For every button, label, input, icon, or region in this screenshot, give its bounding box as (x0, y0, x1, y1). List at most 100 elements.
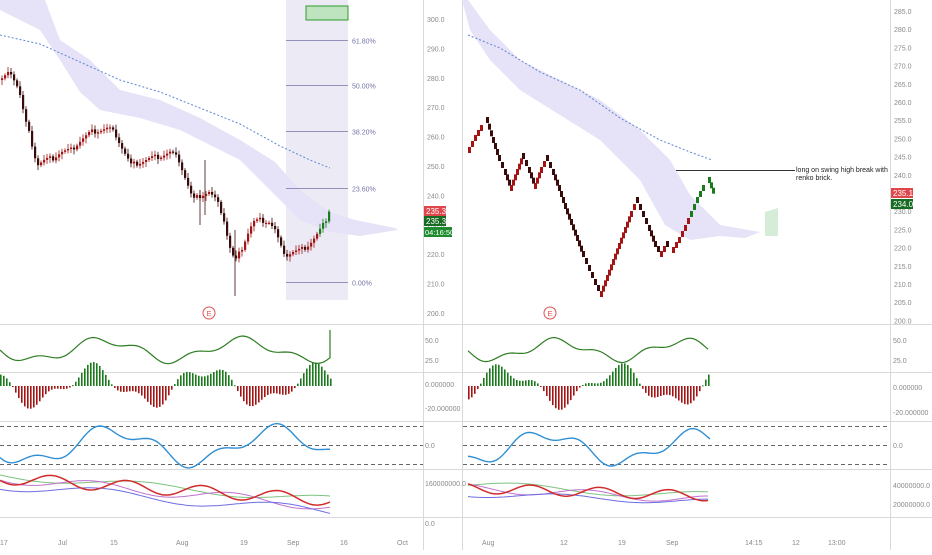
stoch-axis-label: 0.0 (425, 443, 435, 450)
red-line-right (467, 483, 709, 502)
histogram-bar (243, 386, 245, 402)
histogram-bar (162, 386, 164, 405)
candle-body (211, 192, 214, 195)
histogram-bar (51, 386, 53, 390)
histogram-bar (558, 386, 560, 410)
candle-body (313, 238, 316, 243)
histogram-bar (45, 386, 47, 395)
candle-body (70, 147, 73, 149)
candle-body (34, 146, 37, 159)
histogram-bar (123, 386, 125, 393)
stoch-pane[interactable]: 0.0 0.0 (0, 422, 903, 469)
volume-axis-label-right: 20000000.0 (893, 502, 930, 509)
renko-brick (522, 153, 525, 159)
histogram-bar (147, 386, 149, 402)
histogram-bar (540, 386, 542, 387)
renko-brick (486, 117, 489, 123)
right-badge-green (891, 199, 913, 209)
histogram-bar (78, 377, 80, 386)
histogram-bar (285, 386, 287, 395)
histogram-bar (3, 375, 5, 386)
renko-brick (556, 179, 559, 186)
renko-brick (622, 232, 625, 239)
candle-body (319, 228, 322, 234)
candle-body (100, 130, 103, 133)
event-marker-right[interactable]: E (543, 306, 557, 320)
renko-brick (675, 242, 678, 248)
histogram-bar (165, 386, 167, 401)
price-axis-label: 280.0 (427, 76, 445, 83)
histogram-bar (585, 383, 587, 386)
candle-body (103, 129, 106, 131)
renko-brick (578, 240, 581, 247)
candle-body (268, 222, 271, 224)
renko-brick (612, 259, 615, 265)
event-marker-left[interactable]: E (202, 306, 216, 320)
left-price-pane[interactable]: 61.80% 50.00% 38.20% 23.60% 0.00% 300.0 290.0… (0, 0, 454, 320)
renko-brick (508, 179, 511, 186)
candle-body (139, 163, 142, 166)
histogram-bar (609, 375, 611, 386)
histogram-bar (204, 376, 206, 386)
ichimoku-cloud-green-edge (765, 208, 778, 236)
renko-brick (554, 174, 557, 181)
time-axis-label-right: 12 (560, 540, 568, 547)
price-axis-label: 220.0 (427, 252, 445, 259)
histogram-bar (669, 386, 671, 396)
time-axis-label: 15 (110, 540, 118, 547)
histogram-bar (660, 386, 662, 397)
renko-brick (684, 225, 687, 231)
candle-body (205, 193, 208, 196)
renko-brick (696, 197, 699, 203)
moving-average-line (0, 34, 331, 169)
renko-brick (516, 169, 519, 175)
time-axis-label: Sep (287, 540, 300, 547)
right-time-axis: Aug 12 19 Sep 14:15 12 13:00 (482, 540, 846, 547)
renko-brick (564, 203, 567, 209)
candle-body (22, 95, 25, 110)
histogram-bar (234, 385, 236, 387)
histogram-bar (126, 386, 128, 392)
histogram-bar (6, 378, 8, 386)
histogram-bar (48, 386, 50, 392)
candle-body (160, 157, 163, 159)
price-axis-label-right: 200.0 (894, 318, 912, 325)
price-axis-label-right: 245.0 (894, 155, 912, 162)
renko-brick (574, 229, 577, 236)
renko-brick (594, 279, 597, 285)
right-price-pane[interactable]: long on swing high break with renko brick… (462, 0, 914, 325)
cmo-axis-label: 25.0 (425, 358, 439, 365)
histogram-bar (582, 384, 584, 386)
renko-brick (648, 225, 651, 231)
price-axis-label-right: 255.0 (894, 118, 912, 125)
left-time-axis: 17 Jul 15 Aug 19 Sep 16 Oct (0, 540, 408, 547)
histogram-bar (282, 386, 284, 395)
stoch-line-left (0, 422, 331, 469)
candle-body (55, 157, 58, 161)
histogram-bar (12, 386, 14, 388)
cmo-axis-label: 50.0 (425, 338, 439, 345)
time-axis-label-right: 14:15 (745, 540, 763, 547)
renko-brick (650, 230, 653, 237)
volume-lines-pane[interactable]: 160000000.0 0.0 40000000.0 20000000.0 (0, 474, 930, 528)
candle-body (148, 158, 151, 160)
candle-body (166, 153, 169, 156)
histogram-bar (36, 386, 38, 405)
histogram-bar (288, 386, 290, 394)
histogram-bar (186, 371, 188, 386)
cmo-pane[interactable]: 50.0 25.0 50.0 25.0 (0, 330, 907, 365)
histogram-bar (663, 386, 665, 396)
price-axis-label-right: 205.0 (894, 300, 912, 307)
fib-level-label: 0.00% (352, 281, 372, 288)
histogram-bar (645, 386, 647, 393)
histogram-bar (678, 386, 680, 401)
renko-brick (558, 185, 561, 191)
candle-body (214, 194, 217, 198)
fibonacci-retracement[interactable]: 61.80% 50.00% 38.20% 23.60% 0.00% (286, 39, 376, 288)
left-price-badges: 235.3 235.3 04:16:50 (424, 206, 454, 237)
histogram-bar (30, 386, 32, 409)
candle-body (40, 162, 43, 166)
candle-body (4, 75, 7, 79)
histogram-pane[interactable]: 0.000000 -20.000000 0.000000 -20.000000 (0, 362, 929, 417)
